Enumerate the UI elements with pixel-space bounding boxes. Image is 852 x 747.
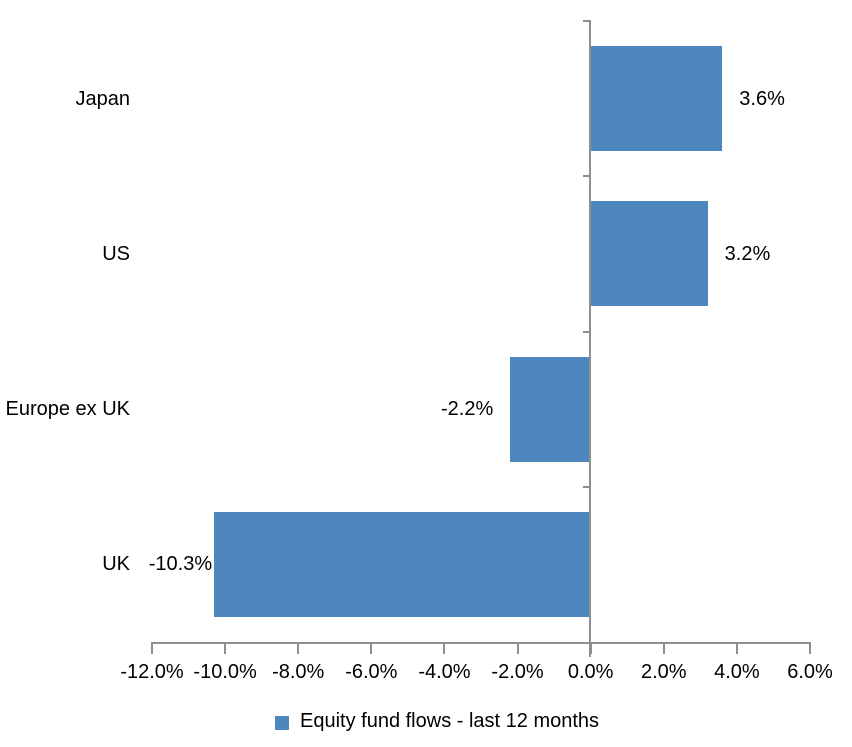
x-axis-tick [151, 642, 153, 654]
bar [510, 356, 591, 462]
value-label: 3.2% [724, 242, 771, 265]
y-axis-tick [583, 330, 590, 333]
x-axis-tick [370, 642, 373, 654]
x-axis-tick [443, 642, 446, 654]
x-axis-tick-label: -12.0% [120, 661, 184, 683]
x-axis-tick-label: 2.0% [640, 661, 687, 683]
x-axis-tick-label: 0.0% [567, 661, 614, 683]
y-axis-tick [583, 20, 590, 22]
category-label: Europe ex UK [5, 398, 130, 421]
x-axis-tick [224, 642, 227, 654]
bar [590, 201, 708, 307]
category-label: Japan [75, 87, 131, 110]
bar [590, 46, 723, 152]
x-axis-line [152, 642, 811, 644]
legend-marker-icon [275, 716, 289, 730]
y-axis-tick [583, 485, 590, 488]
value-label: 3.6% [739, 87, 785, 110]
x-axis-tick [662, 642, 665, 654]
x-axis-tick [809, 642, 811, 654]
y-axis-line [589, 20, 591, 657]
x-axis-tick-label: -8.0% [272, 661, 325, 683]
y-axis-tick [583, 175, 590, 178]
value-label: -2.2% [440, 398, 494, 421]
x-axis-tick-label: -4.0% [418, 661, 471, 683]
x-axis-tick [297, 642, 300, 654]
x-axis-tick-label: -6.0% [345, 661, 398, 683]
x-axis-tick-label: 4.0% [714, 661, 760, 683]
x-axis-tick [516, 642, 519, 654]
legend-label: Equity fund flows - last 12 months [300, 710, 600, 732]
x-axis-tick-label: 6.0% [787, 661, 833, 683]
category-label: US [102, 242, 130, 265]
category-label: UK [102, 553, 130, 576]
x-axis-tick-label: -2.0% [491, 661, 544, 683]
x-axis-tick-label: -10.0% [193, 661, 257, 683]
x-axis-tick [735, 642, 738, 654]
value-label: -10.3% [148, 553, 213, 576]
bar [214, 511, 591, 617]
